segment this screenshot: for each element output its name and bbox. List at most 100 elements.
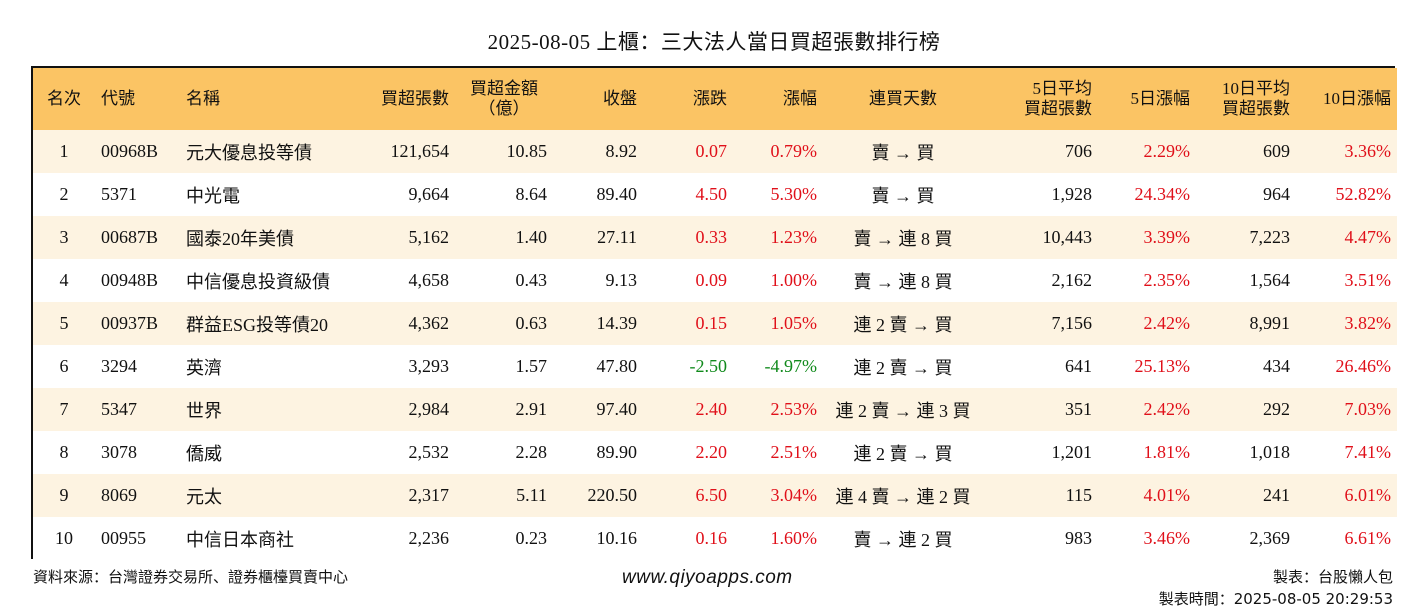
table-body: 1 00968B 元大優息投等債 121,654 10.85 8.92 0.07… <box>33 130 1397 560</box>
cell-amount: 1.57 <box>515 356 548 376</box>
cell-close: 97.40 <box>596 399 638 419</box>
cell-buy-lots: 3,293 <box>408 356 450 376</box>
cell-avg10: 7,223 <box>1249 227 1291 247</box>
cell-pct5: 25.13% <box>1134 356 1191 376</box>
header-close: 收盤 <box>603 89 637 108</box>
cell-rank: 9 <box>59 485 69 505</box>
cell-avg5: 641 <box>1065 356 1092 376</box>
cell-code: 00955 <box>101 528 146 548</box>
cell-amount: 5.11 <box>516 485 547 505</box>
cell-streak: 賣 → 買 <box>871 142 935 163</box>
cell-close: 89.90 <box>596 442 638 462</box>
cell-pct5: 3.39% <box>1143 227 1191 247</box>
cell-streak: 賣 → 買 <box>871 185 935 206</box>
cell-avg10: 8,991 <box>1249 313 1291 333</box>
cell-buy-lots: 2,317 <box>408 485 450 505</box>
cell-pct: 5.30% <box>770 184 818 204</box>
cell-avg5: 7,156 <box>1051 313 1093 333</box>
cell-pct: -4.97% <box>764 356 818 376</box>
header-name: 名稱 <box>186 89 220 108</box>
cell-avg5: 983 <box>1065 528 1092 548</box>
cell-buy-lots: 2,532 <box>408 442 450 462</box>
cell-name: 元太 <box>186 486 222 507</box>
cell-pct: 2.51% <box>770 442 818 462</box>
cell-pct: 0.79% <box>770 141 818 161</box>
cell-avg5: 706 <box>1065 141 1092 161</box>
cell-avg10: 1,018 <box>1249 442 1291 462</box>
cell-streak: 連 2 賣 → 買 <box>853 357 953 378</box>
website-link[interactable]: www.qiyoapps.com <box>622 567 793 588</box>
cell-rank: 7 <box>59 399 69 419</box>
table-row: 6 3294 英濟 3,293 1.57 47.80 -2.50 -4.97% … <box>33 345 1397 388</box>
cell-avg5: 115 <box>1065 485 1092 505</box>
cell-code: 00968B <box>101 141 159 161</box>
cell-pct10: 6.01% <box>1344 485 1392 505</box>
cell-close: 8.92 <box>605 141 638 161</box>
table-row: 5 00937B 群益ESG投等債20 4,362 0.63 14.39 0.1… <box>33 302 1397 345</box>
cell-avg5: 351 <box>1065 399 1092 419</box>
cell-pct10: 3.51% <box>1344 270 1392 290</box>
cell-pct5: 2.35% <box>1143 270 1191 290</box>
cell-name: 國泰20年美債 <box>186 228 294 249</box>
cell-pct: 1.60% <box>770 528 818 548</box>
cell-pct5: 3.46% <box>1143 528 1191 548</box>
cell-close: 14.39 <box>596 313 638 333</box>
table-row: 4 00948B 中信優息投資級債 4,658 0.43 9.13 0.09 1… <box>33 259 1397 302</box>
cell-name: 僑威 <box>186 443 222 464</box>
cell-change: 2.20 <box>695 442 728 462</box>
header-change: 漲跌 <box>693 89 727 108</box>
cell-close: 220.50 <box>587 485 638 505</box>
cell-avg10: 1,564 <box>1249 270 1291 290</box>
cell-pct10: 52.82% <box>1335 184 1392 204</box>
cell-pct10: 7.03% <box>1344 399 1392 419</box>
cell-rank: 6 <box>59 356 69 376</box>
cell-code: 8069 <box>101 485 137 505</box>
table-row: 1 00968B 元大優息投等債 121,654 10.85 8.92 0.07… <box>33 130 1397 173</box>
header-rank: 名次 <box>47 89 81 108</box>
cell-amount: 0.63 <box>515 313 548 333</box>
cell-pct: 1.00% <box>770 270 818 290</box>
cell-code: 5347 <box>101 399 137 419</box>
cell-pct: 1.05% <box>770 313 818 333</box>
cell-rank: 2 <box>59 184 69 204</box>
cell-amount: 0.43 <box>515 270 548 290</box>
header-code: 代號 <box>101 89 135 108</box>
cell-rank: 1 <box>59 141 69 161</box>
cell-buy-lots: 5,162 <box>408 227 450 247</box>
cell-pct10: 6.61% <box>1344 528 1392 548</box>
cell-pct5: 2.29% <box>1143 141 1191 161</box>
cell-name: 群益ESG投等債20 <box>186 314 329 335</box>
cell-avg10: 434 <box>1263 356 1290 376</box>
header-avg10: 10日平均 買超張數 <box>1196 68 1296 130</box>
cell-code: 00937B <box>101 313 159 333</box>
table-row: 2 5371 中光電 9,664 8.64 89.40 4.50 5.30% 賣… <box>33 173 1397 216</box>
cell-amount: 2.91 <box>515 399 548 419</box>
cell-change: 0.09 <box>695 270 728 290</box>
cell-pct10: 3.36% <box>1344 141 1392 161</box>
cell-close: 89.40 <box>596 184 638 204</box>
cell-amount: 2.28 <box>515 442 548 462</box>
table-row: 9 8069 元太 2,317 5.11 220.50 6.50 3.04% 連… <box>33 474 1397 517</box>
cell-change: 4.50 <box>695 184 728 204</box>
page-title: 2025-08-05 上櫃：三大法人當日買超張數排行榜 <box>487 30 941 54</box>
cell-pct: 2.53% <box>770 399 818 419</box>
data-source: 資料來源：台灣證券交易所、證券櫃檯買賣中心 <box>33 568 349 586</box>
cell-amount: 10.85 <box>506 141 548 161</box>
cell-pct: 3.04% <box>770 485 818 505</box>
header-buy-lots: 買超張數 <box>381 89 449 108</box>
cell-name: 中信優息投資級債 <box>186 271 330 292</box>
cell-rank: 10 <box>55 528 73 548</box>
cell-rank: 8 <box>59 442 69 462</box>
cell-amount: 8.64 <box>515 184 548 204</box>
cell-name: 中光電 <box>186 185 240 206</box>
cell-avg10: 609 <box>1263 141 1290 161</box>
cell-avg10: 2,369 <box>1249 528 1291 548</box>
table-row: 8 3078 僑威 2,532 2.28 89.90 2.20 2.51% 連 … <box>33 431 1397 474</box>
cell-pct5: 24.34% <box>1134 184 1191 204</box>
header-avg5: 5日平均 買超張數 <box>983 68 1098 130</box>
cell-close: 10.16 <box>596 528 638 548</box>
cell-buy-lots: 4,658 <box>408 270 450 290</box>
cell-name: 元大優息投等債 <box>186 142 312 163</box>
cell-close: 27.11 <box>597 227 637 247</box>
made-time: 製表時間：2025-08-05 20:29:53 <box>1158 590 1393 608</box>
